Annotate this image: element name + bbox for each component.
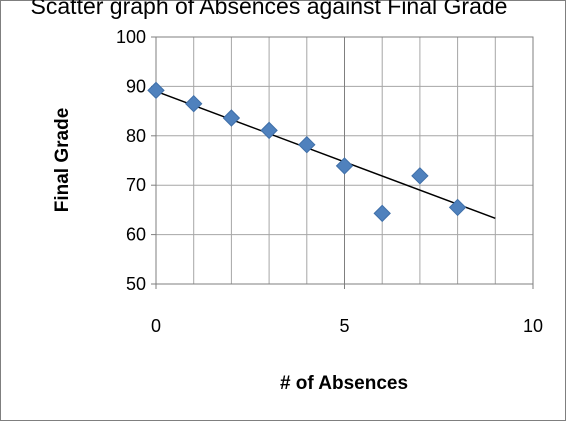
- x-tick-label: 10: [523, 316, 543, 336]
- y-tick-label: 50: [126, 274, 146, 294]
- y-axis-title: Final Grade: [52, 108, 73, 213]
- y-tick-labels: 50 60 70 80 90 100: [116, 27, 146, 294]
- trendline-layer: [155, 90, 496, 220]
- grid-lines: [151, 36, 534, 289]
- y-tick-label: 80: [126, 126, 146, 146]
- chart-title: Scatter graph of Absences against Final …: [31, 0, 508, 19]
- data-point-diamond: [184, 94, 203, 113]
- data-point-diamond: [260, 121, 278, 140]
- x-tick-labels: 0 5 10: [151, 316, 543, 336]
- data-point-diamond: [298, 135, 316, 154]
- data-point-diamond: [411, 167, 429, 185]
- data-point-diamond: [373, 204, 391, 223]
- y-tick-label: 100: [116, 27, 146, 47]
- data-point-diamond: [448, 198, 467, 217]
- data-point-diamond: [335, 157, 354, 175]
- data-point-diamond: [222, 109, 241, 127]
- linear-trendline: [155, 90, 496, 220]
- y-tick-label: 90: [126, 76, 146, 96]
- y-tick-label: 70: [126, 175, 146, 195]
- x-tick-label: 0: [151, 316, 161, 336]
- data-point-diamond: [147, 81, 165, 100]
- x-axis-title: # of Absences: [280, 373, 408, 394]
- y-tick-label: 60: [126, 225, 146, 245]
- data-points: [147, 81, 467, 223]
- x-tick-label: 5: [339, 316, 349, 336]
